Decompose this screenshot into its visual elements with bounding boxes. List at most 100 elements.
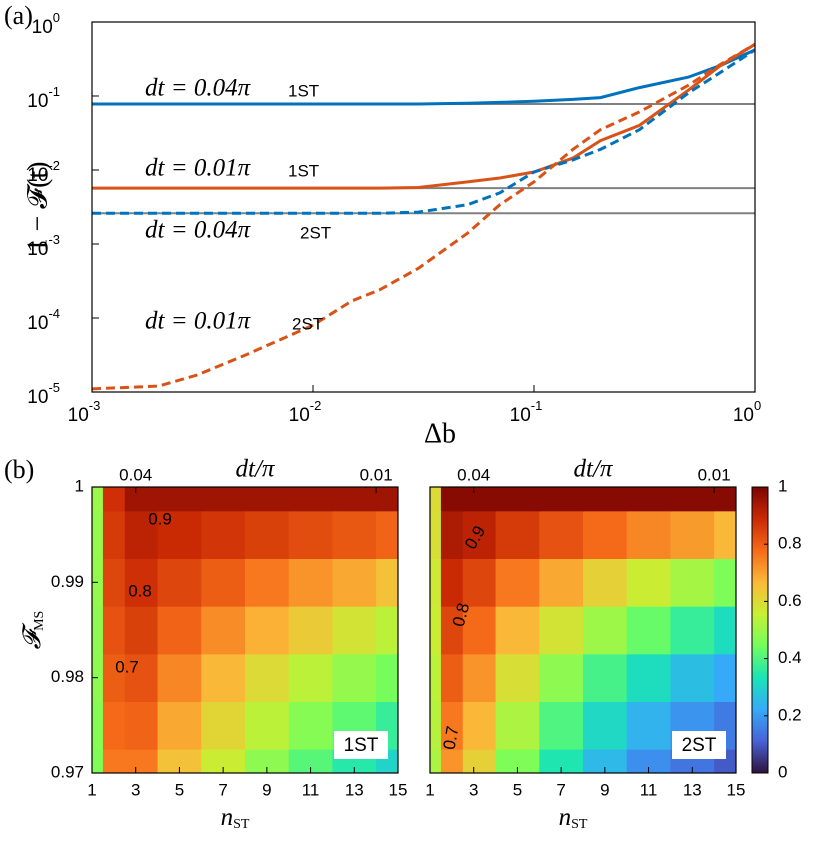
- heat-cell: [102, 606, 126, 655]
- tick-base: 10: [27, 239, 48, 260]
- y-tick-label: 10-3: [27, 232, 60, 260]
- plot-frame: [91, 486, 399, 774]
- heat-cell: [201, 701, 246, 750]
- heat-cell: [124, 701, 159, 750]
- x-tick-label: 10-3: [68, 398, 101, 426]
- heat-cell: [288, 606, 333, 655]
- annotation: dt = 0.04π: [145, 217, 252, 244]
- annotation-tag: 1ST: [288, 81, 319, 100]
- heat-cell: [583, 558, 628, 607]
- x-tick-label: 10-1: [510, 398, 543, 426]
- tick-exponent: -3: [48, 232, 60, 247]
- heat-cell: [430, 510, 442, 559]
- heat-cell: [714, 653, 737, 702]
- tick-base: 10: [733, 405, 754, 426]
- heat-cell: [714, 558, 737, 607]
- heat-cell: [539, 606, 584, 655]
- heat-cell: [495, 653, 540, 702]
- heat-cell: [462, 606, 497, 655]
- heat-cell: [245, 606, 290, 655]
- contour-label: 0.8: [128, 581, 152, 600]
- tick-exponent: -1: [48, 84, 60, 99]
- x-tick-label: 15: [389, 780, 408, 799]
- x-tick-label: 5: [513, 780, 522, 799]
- heat-cell: [462, 749, 497, 774]
- tick-exponent: -3: [89, 398, 101, 413]
- x-tick-label: 3: [469, 780, 478, 799]
- x-tick-label: 11: [302, 780, 320, 799]
- heat-cell: [430, 701, 442, 750]
- heat-cell: [92, 487, 104, 512]
- heat-cell: [430, 749, 442, 774]
- x-tick-label: 1: [425, 780, 434, 799]
- tick-exponent: -1: [531, 398, 543, 413]
- heat-cell: [102, 701, 126, 750]
- heat-cell: [670, 653, 715, 702]
- x-tick-label: 9: [600, 780, 609, 799]
- y-tick-label: 0.97: [51, 762, 84, 781]
- heat-cell: [102, 510, 126, 559]
- heat-cell: [245, 701, 290, 750]
- x-tick-label: 11: [640, 780, 658, 799]
- panel-label: (b): [4, 455, 34, 484]
- tick-base: 10: [27, 313, 48, 334]
- heat-cell: [332, 653, 377, 702]
- heat-cell: [495, 558, 540, 607]
- y-axis-label: 1 − 𝓕(t): [22, 162, 53, 253]
- heat-cell: [583, 510, 628, 559]
- tick-base: 10: [27, 91, 48, 112]
- heat-cell: [495, 487, 540, 512]
- heat-cell: [440, 701, 464, 750]
- top-tick-label: 0.04: [119, 465, 152, 484]
- series-line: [92, 48, 756, 215]
- heat-cell: [495, 606, 540, 655]
- x-tick-label: 1: [87, 780, 96, 799]
- tick-exponent: -4: [48, 306, 60, 321]
- heat-cell: [102, 653, 126, 702]
- heat-cell: [440, 653, 464, 702]
- x-tick-label: 10-2: [289, 398, 322, 426]
- heat-cell: [92, 510, 104, 559]
- series-line: [91, 43, 756, 391]
- heat-cell: [539, 487, 584, 512]
- colorbar-tick-label: 0.8: [778, 534, 802, 553]
- heat-cell: [245, 487, 290, 512]
- heat-cell: [102, 558, 126, 607]
- heat-cell: [670, 487, 715, 512]
- colorbar: [751, 486, 769, 774]
- heat-cell: [288, 653, 333, 702]
- heat-cell: [288, 487, 333, 512]
- heat-cell: [539, 558, 584, 607]
- heat-cell: [440, 487, 464, 512]
- panel-tag-box: [334, 731, 388, 759]
- x-tick-label: 7: [556, 780, 565, 799]
- colorbar-tick-label: 0.4: [778, 648, 802, 667]
- heat-cell: [124, 606, 159, 655]
- colorbar-tick-label: 0.6: [778, 591, 802, 610]
- heat-cell: [626, 653, 671, 702]
- heat-cell: [288, 701, 333, 750]
- heat-cell: [430, 558, 442, 607]
- heat-cell: [539, 510, 584, 559]
- heat-cell: [157, 606, 202, 655]
- tick-base: 10: [289, 405, 310, 426]
- annotation-tag: 2ST: [292, 314, 323, 333]
- y-tick-label: 10-4: [27, 306, 60, 334]
- heat-cell: [583, 653, 628, 702]
- panel-tag: 2ST: [682, 735, 717, 756]
- heat-cell: [288, 510, 333, 559]
- x-tick-label: 3: [131, 780, 140, 799]
- y-tick-label: 10-2: [27, 158, 60, 186]
- y-tick-label: 10-5: [27, 380, 60, 408]
- contour-label: 0.9: [148, 509, 172, 528]
- heat-cell: [157, 558, 202, 607]
- x-tick-label: 13: [345, 780, 364, 799]
- heat-cell: [124, 558, 159, 607]
- y-tick-label: 1: [75, 476, 84, 495]
- heat-cell: [124, 749, 159, 774]
- colorbar-tick-label: 0.2: [778, 705, 802, 724]
- y-tick-label: 0.98: [51, 667, 84, 686]
- heat-cell: [92, 606, 104, 655]
- x-tick-label: 5: [175, 780, 184, 799]
